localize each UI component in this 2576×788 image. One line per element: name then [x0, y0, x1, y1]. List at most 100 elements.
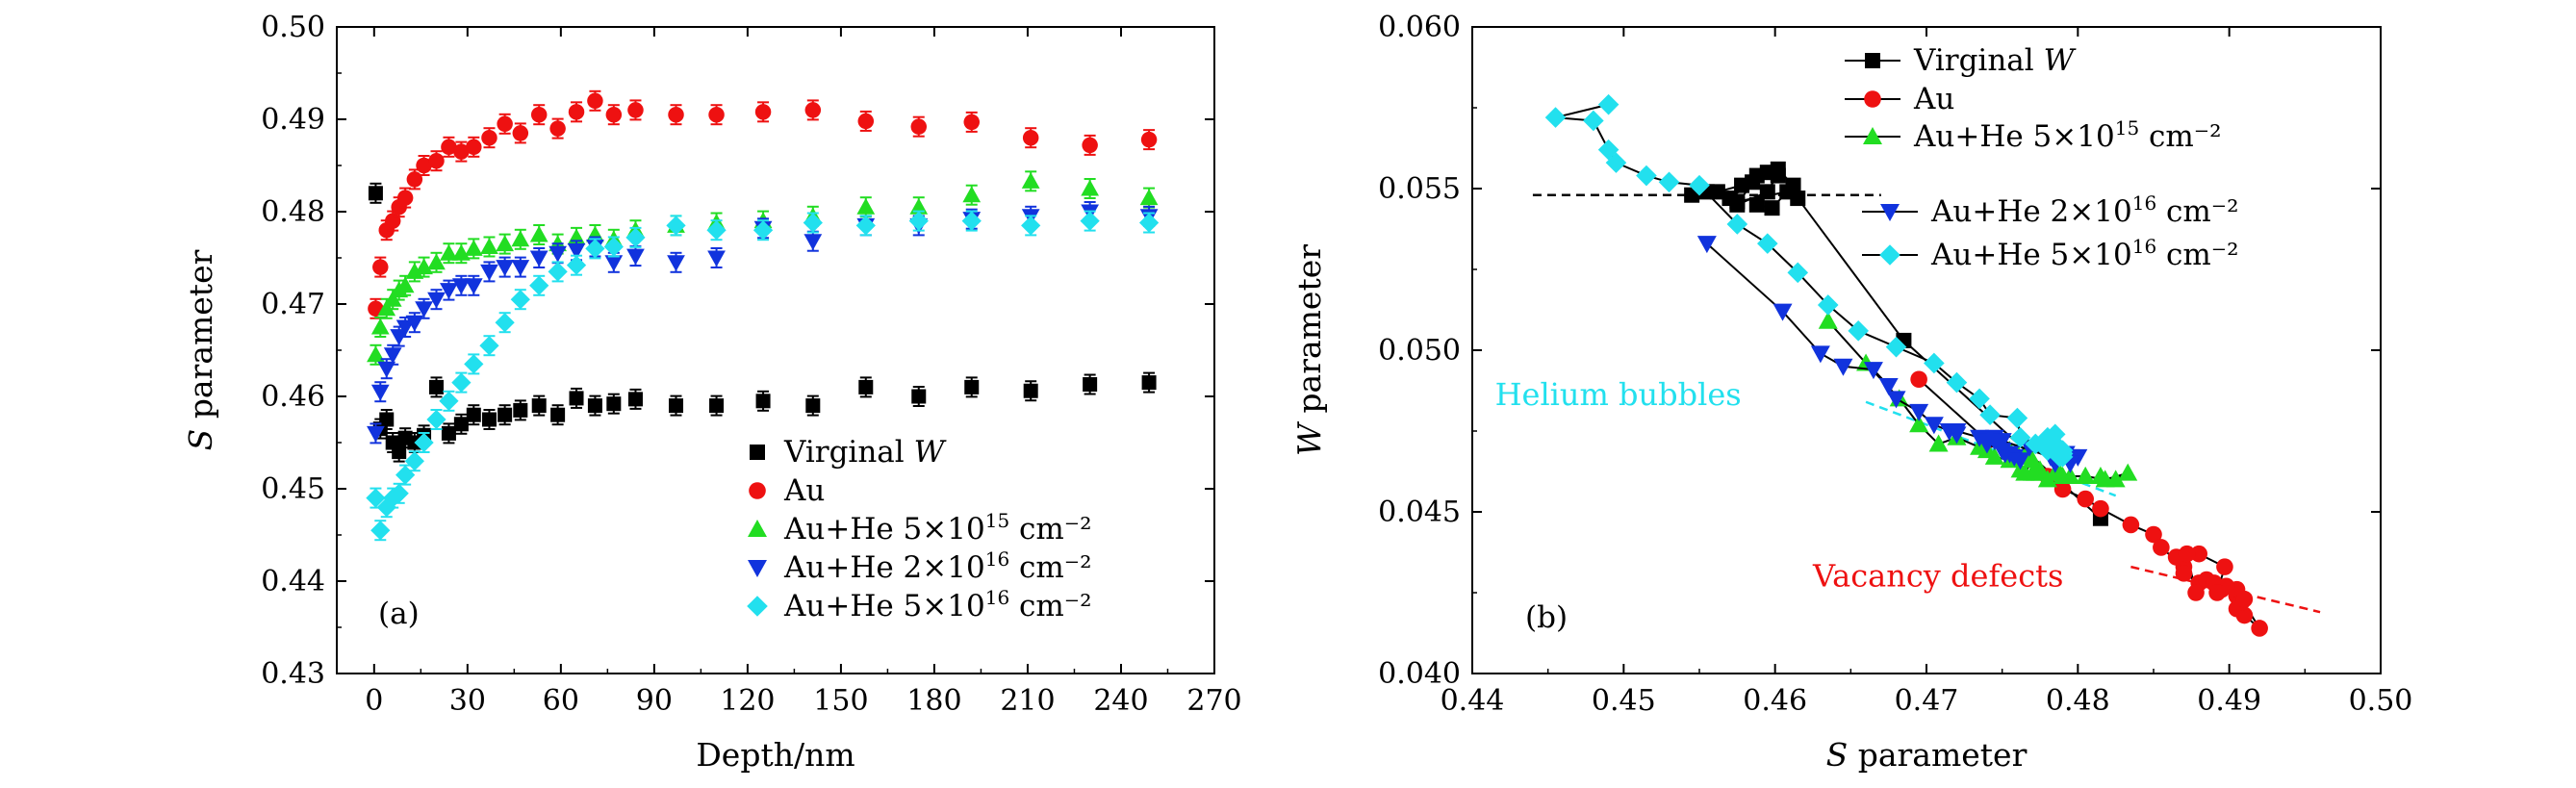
square-marker — [805, 398, 821, 414]
circle-marker — [2092, 499, 2109, 518]
x-tick-label: 0.44 — [1441, 684, 1505, 718]
diamond-marker — [389, 483, 409, 503]
triangle-up-marker — [370, 318, 390, 335]
diamond-marker — [566, 255, 587, 275]
triangle-down-marker — [395, 319, 415, 337]
circle-marker — [2053, 480, 2072, 498]
x-tick-label: 0.49 — [2197, 684, 2261, 718]
x-tick-label: 0.45 — [1592, 684, 1656, 718]
y-tick-label: 0.040 — [1378, 657, 1461, 691]
x-tick-label: 180 — [906, 684, 961, 718]
annotation-0: Helium bubbles — [1495, 376, 1742, 413]
legend-label-main: Au — [783, 473, 825, 508]
legend-label-main: Au+He 5×10 — [1913, 119, 2115, 154]
panel-a-chart: 0 30 60 90 120 150 180 210 240 270 0.43 0.44 0.45 0.4… — [182, 11, 1242, 774]
square-marker — [1865, 53, 1880, 68]
diamond-marker — [370, 521, 391, 541]
legend-label-main: Virginal — [783, 435, 914, 470]
diamond-marker — [510, 290, 530, 310]
triangle-down-marker — [511, 260, 530, 276]
triangle-down-marker — [451, 278, 471, 295]
guide-line — [2130, 565, 2321, 614]
triangle-down-marker — [383, 347, 402, 365]
diamond-marker — [706, 220, 727, 241]
triangle-up-marker — [1139, 189, 1159, 206]
diamond-marker — [747, 596, 768, 617]
x-tick-label: 240 — [1093, 684, 1148, 718]
triangle-up-marker — [2118, 463, 2138, 481]
legend-label-unit: cm⁻² — [2139, 119, 2221, 154]
diamond-marker — [1946, 371, 1968, 394]
square-marker — [1023, 383, 1038, 398]
circle-marker — [749, 482, 766, 499]
circle-marker — [2187, 584, 2205, 601]
y-tick-label: 0.055 — [1378, 172, 1461, 206]
square-marker — [587, 398, 602, 414]
legend-label-italic: W — [914, 435, 947, 470]
annotation-1: Vacancy defects — [1812, 557, 2063, 594]
triangle-up-marker — [748, 520, 767, 537]
triangle-up-marker — [496, 235, 515, 252]
x-tick-label: 0.47 — [1895, 684, 1959, 718]
series-4 — [366, 210, 1160, 542]
square-marker — [1709, 184, 1725, 200]
square-marker — [428, 379, 444, 394]
circle-marker — [441, 139, 457, 156]
legend-label-italic: W — [2044, 43, 2077, 78]
triangle-down-marker — [1992, 433, 2012, 451]
circle-marker — [372, 259, 389, 275]
triangle-down-marker — [1696, 236, 1717, 254]
circle-marker — [530, 106, 548, 123]
circle-marker — [804, 102, 822, 118]
series-1 — [1910, 370, 2268, 637]
x-axis-title: S parameter — [1826, 736, 2028, 774]
triangle-down-marker — [1878, 377, 1899, 395]
y-tick-label: 0.045 — [1378, 496, 1461, 529]
diamond-marker — [1597, 93, 1620, 115]
legend-entry-3: Au+He 2×1016 cm⁻² — [748, 547, 1092, 585]
legend-label-main: Virginal — [1913, 43, 2044, 78]
triangle-up-marker — [440, 243, 458, 261]
square-marker — [513, 402, 528, 418]
triangle-up-marker — [2090, 467, 2110, 485]
circle-marker — [2145, 525, 2162, 544]
triangle-down-marker — [464, 278, 483, 295]
diamond-marker — [908, 211, 929, 231]
triangle-up-marker — [451, 243, 471, 261]
legend-label-0: Virginal W — [1913, 43, 2077, 78]
legend-entry-2: Au+He 5×1015 cm⁻² — [1845, 116, 2222, 154]
circle-marker — [668, 106, 684, 123]
circle-marker — [1910, 370, 1927, 389]
diamond-marker — [1757, 233, 1778, 254]
y-tick-label: 0.45 — [261, 472, 325, 506]
circle-marker — [857, 113, 875, 130]
legend-label-unit: cm⁻² — [2156, 238, 2238, 272]
circle-marker — [396, 190, 414, 206]
triangle-down-marker — [1773, 303, 1793, 321]
square-marker — [569, 391, 584, 406]
x-tick-label: 0.50 — [2349, 684, 2413, 718]
circle-marker — [587, 92, 603, 110]
square-marker — [1141, 375, 1157, 391]
y-axis-title-text: parameter — [182, 249, 219, 428]
square-marker — [453, 417, 469, 432]
panel-label: (b) — [1525, 600, 1568, 635]
y-axis-title-symbol: W — [1290, 420, 1328, 456]
square-marker — [1748, 196, 1765, 213]
triangle-down-marker — [604, 255, 624, 272]
legend-entry-0: Virginal W — [750, 435, 947, 470]
legend-label-4: Au+He 5×1016 cm⁻² — [783, 586, 1092, 623]
diamond-marker — [1544, 107, 1567, 128]
diamond-marker — [495, 313, 515, 333]
legend-label-1: Au — [783, 473, 825, 508]
x-tick-label: 120 — [720, 684, 775, 718]
diamond-marker — [404, 451, 424, 471]
circle-marker — [2251, 620, 2268, 637]
y-tick-label: 0.050 — [1378, 334, 1461, 368]
diamond-marker — [1636, 165, 1657, 187]
triangle-down-marker — [440, 283, 458, 299]
circle-marker — [1082, 137, 1098, 154]
square-marker — [709, 398, 725, 414]
triangle-up-marker — [1909, 415, 1929, 433]
